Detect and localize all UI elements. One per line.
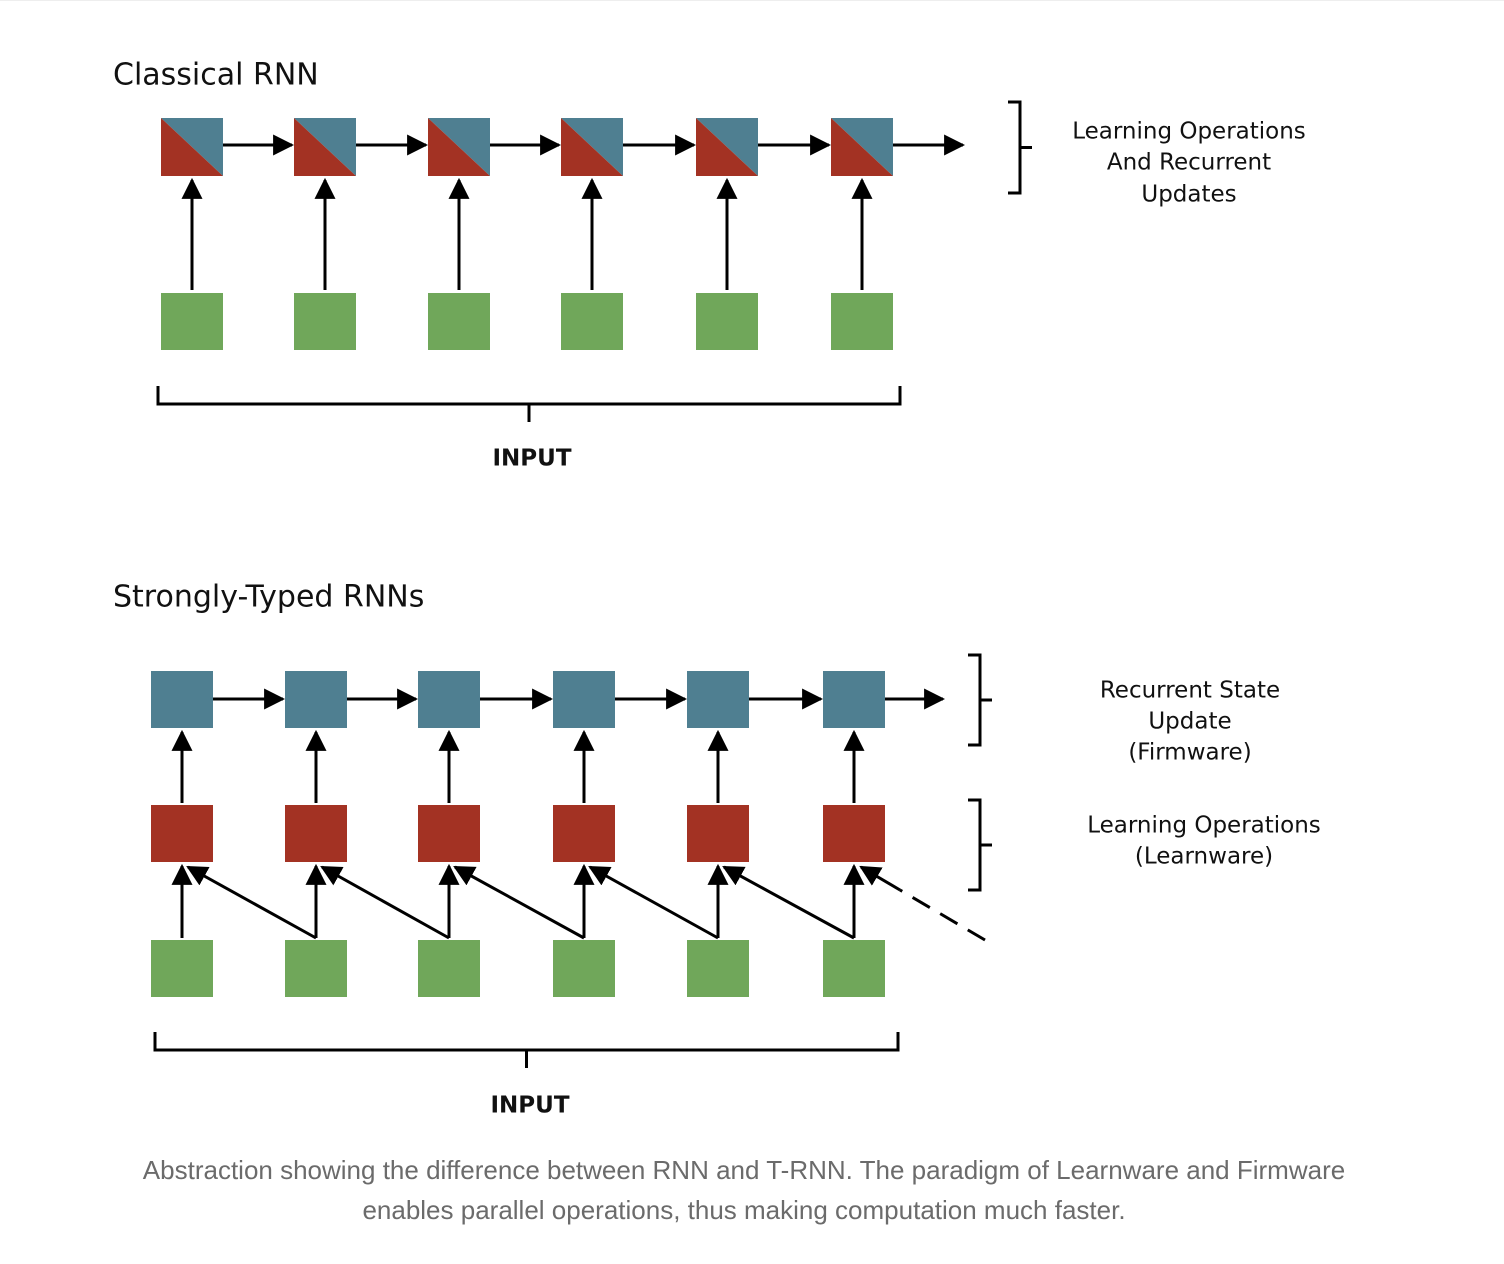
brace	[153, 1032, 900, 1068]
arrow	[588, 865, 719, 940]
box	[151, 671, 213, 728]
box	[151, 940, 213, 997]
diagram-title: Classical RNN	[113, 58, 319, 93]
box	[285, 805, 347, 862]
box	[831, 293, 893, 350]
input-label: INPUT	[490, 1093, 569, 1119]
box	[161, 293, 223, 350]
brace-label: Learning Operations	[1087, 813, 1321, 839]
box	[687, 805, 749, 862]
brace	[156, 386, 902, 422]
box	[553, 671, 615, 728]
arrow	[859, 865, 901, 892]
box	[696, 293, 758, 350]
brace-label: Updates	[1141, 182, 1236, 208]
dashed-line	[899, 888, 986, 942]
box	[285, 671, 347, 728]
brace	[1008, 100, 1032, 195]
box	[418, 940, 480, 997]
brace-label: Recurrent State	[1100, 678, 1280, 704]
cell-red	[428, 118, 490, 176]
brace-label: Update	[1148, 709, 1231, 735]
box	[428, 293, 490, 350]
cell-red	[561, 118, 623, 176]
box	[823, 940, 885, 997]
diagram-title: Strongly-Typed RNNs	[113, 580, 424, 615]
caption: Abstraction showing the difference betwe…	[143, 1155, 1345, 1185]
arrow	[186, 865, 317, 940]
caption: enables parallel operations, thus making…	[362, 1195, 1125, 1225]
box	[561, 293, 623, 350]
arrow	[453, 865, 585, 940]
box	[418, 805, 480, 862]
brace-label: And Recurrent	[1107, 150, 1271, 176]
box	[823, 805, 885, 862]
arrow	[722, 865, 855, 940]
brace-label: (Learnware)	[1135, 844, 1273, 870]
box	[285, 940, 347, 997]
box	[687, 671, 749, 728]
box	[418, 671, 480, 728]
box	[553, 805, 615, 862]
input-label: INPUT	[492, 446, 571, 472]
brace	[968, 653, 992, 747]
brace	[968, 798, 992, 892]
cell-red	[831, 118, 893, 176]
box	[553, 940, 615, 997]
box	[687, 940, 749, 997]
cell-red	[161, 118, 223, 176]
brace-label: (Firmware)	[1128, 740, 1251, 766]
arrow	[320, 865, 450, 940]
box	[823, 671, 885, 728]
box	[151, 805, 213, 862]
box	[294, 293, 356, 350]
brace-label: Learning Operations	[1072, 119, 1306, 145]
cell-red	[294, 118, 356, 176]
cell-red	[696, 118, 758, 176]
